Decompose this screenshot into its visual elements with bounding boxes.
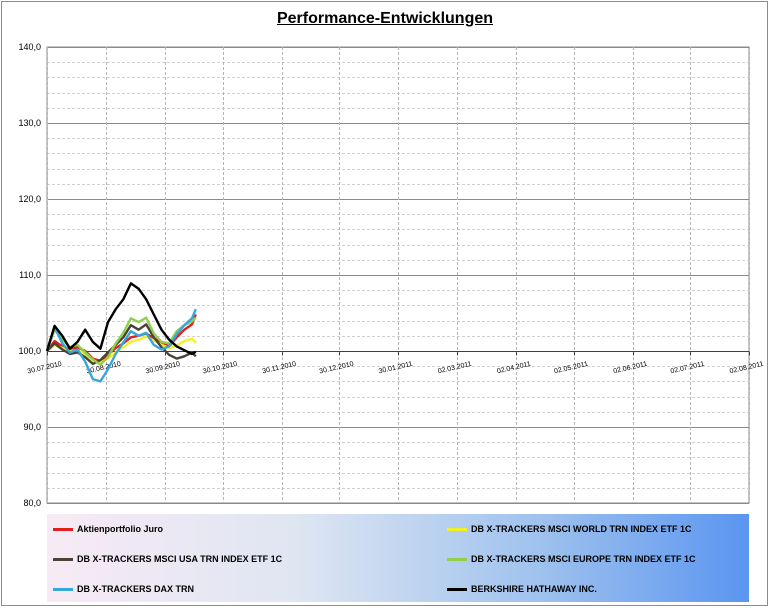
legend-entry-3: DB X-TRACKERS MSCI EUROPE TRN INDEX ETF … [447, 552, 696, 566]
legend-entry-2: DB X-TRACKERS MSCI USA TRN INDEX ETF 1C [53, 552, 282, 566]
legend-label: DB X-TRACKERS MSCI EUROPE TRN INDEX ETF … [471, 554, 696, 564]
y-tick-label: 130,0 [18, 118, 41, 128]
series-line-4 [45, 308, 197, 383]
legend-swatch [53, 587, 73, 591]
legend-entry-0: Aktienportfolio Juro [53, 522, 163, 536]
legend-label: DB X-TRACKERS DAX TRN [77, 584, 194, 594]
legend-label: DB X-TRACKERS MSCI WORLD TRN INDEX ETF 1… [471, 524, 692, 534]
y-tick-label: 90,0 [23, 422, 41, 432]
y-tick-label: 100,0 [18, 346, 41, 356]
legend-label: Aktienportfolio Juro [77, 524, 163, 534]
series-line-5 [45, 282, 197, 356]
legend-entry-4: DB X-TRACKERS DAX TRN [53, 582, 194, 596]
legend-entry-5: BERKSHIRE HATHAWAY INC. [447, 582, 597, 596]
y-tick-label: 110,0 [19, 270, 41, 280]
legend-swatch [447, 587, 467, 591]
y-tick-label: 140,0 [18, 42, 41, 52]
legend-label: DB X-TRACKERS MSCI USA TRN INDEX ETF 1C [77, 554, 283, 564]
legend-swatch [447, 557, 467, 561]
chart-legend: Aktienportfolio Juro DB X-TRACKERS MSCI … [47, 514, 749, 602]
legend-label: BERKSHIRE HATHAWAY INC. [471, 584, 597, 594]
legend-swatch [53, 527, 73, 531]
y-tick-label: 120,0 [18, 194, 41, 204]
legend-entry-1: DB X-TRACKERS MSCI WORLD TRN INDEX ETF 1… [447, 522, 692, 536]
series-line-2 [46, 323, 197, 366]
y-tick-label: 80,0 [23, 498, 41, 508]
legend-swatch [447, 527, 467, 531]
chart-title: Performance-Entwicklungen [276, 10, 494, 27]
legend-swatch [53, 557, 73, 561]
